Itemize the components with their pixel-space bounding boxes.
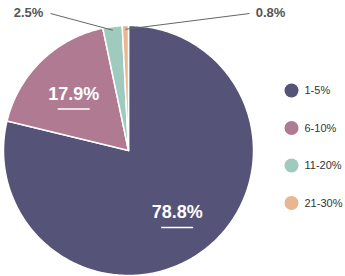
svg-text:21-30%: 21-30% (305, 197, 343, 209)
svg-text:2.5%: 2.5% (14, 5, 44, 20)
svg-text:0.8%: 0.8% (256, 5, 286, 20)
svg-text:11-20%: 11-20% (305, 159, 342, 171)
svg-text:17.9%: 17.9% (48, 84, 99, 104)
svg-text:78.8%: 78.8% (152, 202, 203, 222)
svg-text:1-5%: 1-5% (305, 84, 331, 96)
svg-text:6-10%: 6-10% (305, 122, 337, 134)
